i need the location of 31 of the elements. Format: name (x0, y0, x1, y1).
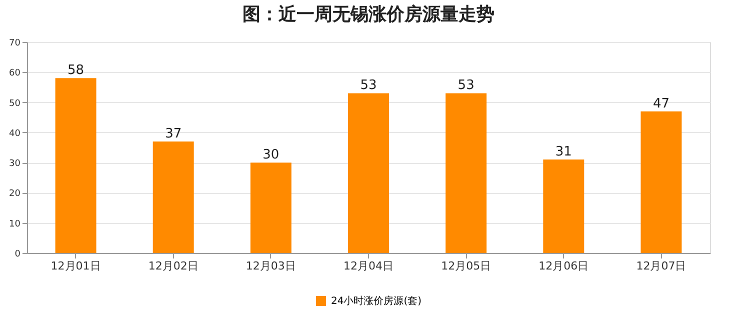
x-tick-label: 12月01日 (50, 260, 101, 272)
y-tick-label: 70 (9, 38, 21, 48)
bar (152, 141, 194, 253)
x-tick-label: 12月03日 (246, 260, 296, 272)
legend-label: 24小时涨价房源(套) (331, 295, 422, 307)
y-tick-label: 10 (9, 219, 21, 230)
x-tick-label: 12月04日 (344, 260, 394, 272)
bar (250, 162, 292, 253)
x-tick-label: 12月06日 (538, 260, 589, 272)
y-tick-label: 20 (9, 189, 21, 200)
x-tick-label: 12月05日 (441, 260, 492, 272)
bar (55, 78, 96, 253)
bar (640, 111, 682, 253)
data-label: 53 (458, 78, 474, 94)
y-tick-label: 60 (9, 68, 21, 79)
data-label: 37 (165, 126, 182, 142)
bar (543, 160, 584, 253)
chart-title: 图：近一周无锡涨价房源量走势 (242, 4, 494, 25)
y-tick-label: 0 (14, 250, 21, 260)
x-tick-label: 12月02日 (148, 260, 198, 272)
data-label: 31 (555, 144, 572, 160)
data-label: 58 (68, 63, 84, 78)
x-tick-label: 12月07日 (636, 260, 686, 272)
y-tick-label: 50 (9, 98, 21, 109)
data-label: 30 (262, 148, 280, 163)
y-tick-label: 40 (9, 128, 21, 139)
data-label: 53 (360, 78, 377, 94)
bar (446, 93, 487, 253)
data-label: 47 (652, 96, 670, 112)
bar (348, 93, 389, 253)
y-tick-label: 30 (9, 159, 21, 170)
